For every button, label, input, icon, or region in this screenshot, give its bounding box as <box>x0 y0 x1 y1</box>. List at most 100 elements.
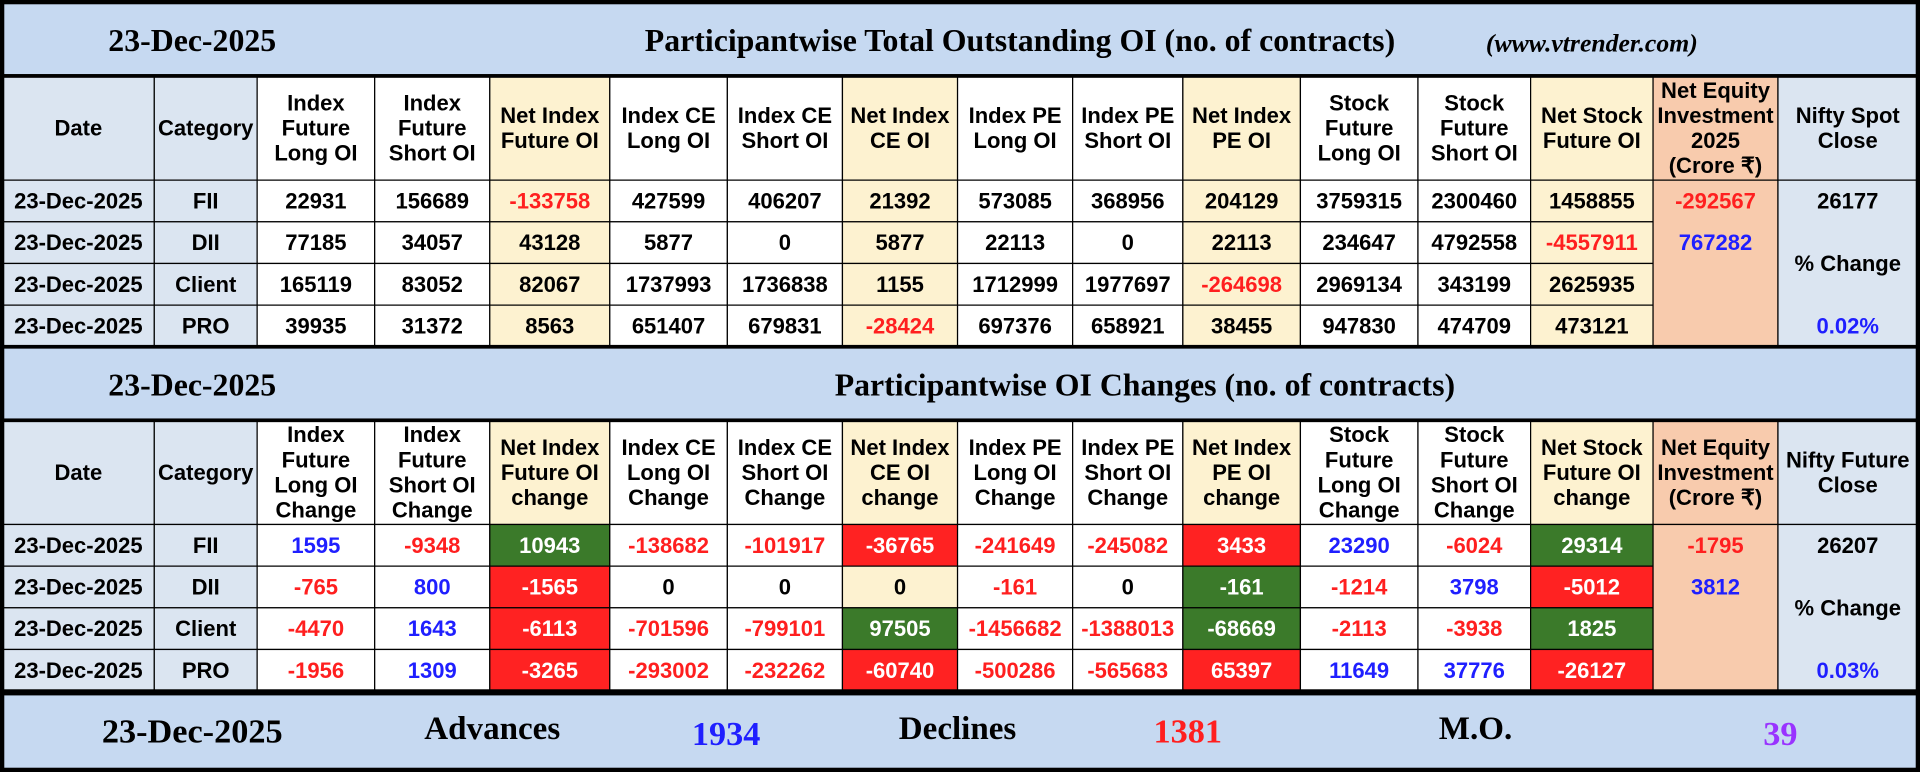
cell <box>1072 648 1184 692</box>
cell <box>1182 523 1302 567</box>
column-header: Index CE <box>621 103 715 128</box>
cell <box>1417 179 1532 223</box>
row-category: FII <box>193 533 219 558</box>
cell-value: -241649 <box>975 533 1056 558</box>
column-header: CE OI <box>870 128 930 153</box>
column-header: Long OI <box>974 128 1057 153</box>
cell-value: 3433 <box>1217 533 1266 558</box>
column-header: Change <box>392 498 473 523</box>
cell-value: 474709 <box>1438 313 1512 338</box>
cell-value: 1643 <box>408 616 457 641</box>
equity-value: 3812 <box>1691 574 1740 599</box>
cell <box>1530 304 1654 348</box>
cell <box>726 648 844 692</box>
column-header: Future <box>1325 447 1394 472</box>
header-cell <box>1299 75 1419 181</box>
column-header: Stock <box>1444 422 1505 447</box>
header-cell <box>374 419 491 526</box>
cell <box>256 565 376 609</box>
column-header: Index <box>403 90 461 115</box>
column-header: PE OI <box>1212 460 1271 485</box>
cell-value: -138682 <box>628 533 709 558</box>
cell <box>1299 565 1419 609</box>
cell <box>489 565 611 609</box>
cell-value: 1155 <box>876 272 924 297</box>
equity-value: -292567 <box>1675 188 1756 213</box>
cell-value: -1565 <box>522 574 578 599</box>
cell <box>1530 262 1654 306</box>
header-cell <box>841 419 959 526</box>
cell-value: -1456682 <box>969 616 1062 641</box>
cell-value: -161 <box>1220 574 1264 599</box>
column-header: Nifty Spot <box>1796 103 1901 128</box>
cell <box>1530 179 1654 223</box>
cell-value: 0 <box>662 574 674 599</box>
cell <box>374 262 491 306</box>
column-header: Short OI <box>741 128 828 153</box>
column-header: Net Stock <box>1541 435 1643 460</box>
column-header: Net Index <box>1192 103 1292 128</box>
row-date: 23-Dec-2025 <box>14 272 143 297</box>
row-category: PRO <box>182 313 230 338</box>
cell-value: 165119 <box>280 272 352 297</box>
cell <box>1299 523 1419 567</box>
cell <box>1530 523 1654 567</box>
column-header: Index <box>287 422 345 447</box>
cell-value: -3938 <box>1446 616 1502 641</box>
cell-value: -5012 <box>1564 574 1620 599</box>
cell-value: -161 <box>993 574 1037 599</box>
cell <box>1072 607 1184 651</box>
cell <box>1072 523 1184 567</box>
cell-value: 0 <box>894 574 906 599</box>
column-header: Net Index <box>1192 435 1292 460</box>
cell <box>841 565 959 609</box>
cell <box>956 262 1074 306</box>
cell <box>1417 262 1532 306</box>
column-header: Stock <box>1329 422 1390 447</box>
row-date: 23-Dec-2025 <box>14 616 143 641</box>
column-header: Net Equity <box>1661 435 1771 460</box>
cell-value: -101917 <box>744 533 825 558</box>
cell-value: 204129 <box>1205 188 1279 213</box>
cell <box>1530 221 1654 265</box>
section-date: 23-Dec-2025 <box>108 367 276 402</box>
cell <box>153 262 258 306</box>
cell <box>1072 262 1184 306</box>
column-header: Long OI <box>274 141 357 166</box>
cell-value: -1388013 <box>1081 616 1174 641</box>
cell <box>1417 304 1532 348</box>
cell-value: 3759315 <box>1316 188 1402 213</box>
cell <box>1 607 155 651</box>
cell <box>1182 607 1302 651</box>
cell-value: -4557911 <box>1546 230 1638 255</box>
column-header: Investment <box>1657 460 1774 485</box>
column-header: Close <box>1818 128 1878 153</box>
cell-value: 4792558 <box>1431 230 1517 255</box>
cell <box>609 523 728 567</box>
cell-value: 0 <box>779 574 791 599</box>
header-cell <box>609 419 728 526</box>
cell <box>256 523 376 567</box>
column-header: Index PE <box>969 103 1062 128</box>
column-header: Change <box>1434 498 1515 523</box>
cell-value: 31372 <box>402 313 463 338</box>
footer-date: 23-Dec-2025 <box>102 713 283 751</box>
column-header: Future <box>1325 116 1394 141</box>
header-cell <box>1182 419 1302 526</box>
cell <box>1299 648 1419 692</box>
row-category: Client <box>175 616 237 641</box>
cell-value: 427599 <box>632 188 706 213</box>
cell-value: 679831 <box>748 313 822 338</box>
equity-value: -1795 <box>1687 533 1743 558</box>
cell <box>153 607 258 651</box>
cell <box>1417 648 1532 692</box>
column-header: Long OI <box>1318 472 1401 497</box>
cell-value: -245082 <box>1087 533 1168 558</box>
row-category: PRO <box>182 658 230 683</box>
cell-value: 1977697 <box>1085 272 1171 297</box>
column-header: Future OI <box>1543 128 1641 153</box>
column-header: Short OI <box>1431 472 1518 497</box>
column-header: Future OI <box>1543 460 1641 485</box>
cell-value: 3798 <box>1450 574 1499 599</box>
advances-value: 1934 <box>692 715 761 753</box>
